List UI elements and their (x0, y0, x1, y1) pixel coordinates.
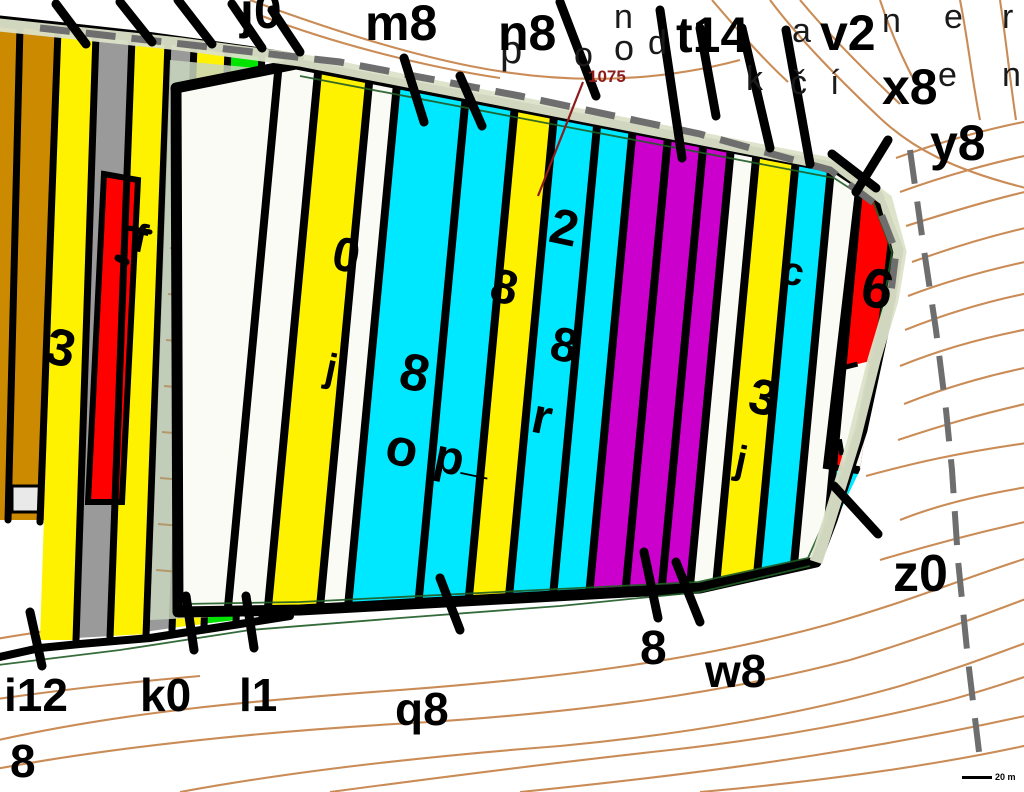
parcel-label-i12: i12 (4, 669, 68, 721)
parcel-label-w8: w8 (705, 645, 767, 697)
parcel-label-edge-8: 8 (10, 735, 36, 787)
parcel-label-q8: q8 (395, 683, 449, 735)
scale-bar: 20 m (962, 772, 1016, 782)
parcel-label-l1: l1 (239, 669, 278, 721)
trail-dashed-path-right (907, 149, 983, 761)
scale-bar-line (962, 776, 992, 780)
parcel-label-t14: t14 (676, 7, 749, 63)
background-label-g-k: k (746, 60, 763, 98)
background-label-g-n2: n (882, 2, 901, 40)
boundary-tick-marks (25, 0, 893, 671)
parcel-label-n8: n8 (498, 5, 557, 61)
background-label-g-e1: e (944, 0, 963, 36)
elevation-annotation: 1075 (588, 67, 626, 86)
background-label-g-a: a (792, 12, 811, 50)
parcel-label-y8: y8 (930, 115, 986, 171)
elevation-leader-line (536, 81, 585, 197)
background-label-g-n3: n (1002, 56, 1021, 94)
parcel-label-w8-8: 8 (640, 622, 667, 675)
parcel-label-v2: v2 (820, 5, 876, 61)
background-label-g-p: p (500, 28, 523, 72)
background-label-g-d: d (648, 24, 667, 62)
parcel-label-z0: z0 (893, 545, 948, 603)
parcel-label-m8: m8 (365, 0, 438, 51)
scale-bar-label: 20 m (995, 772, 1016, 782)
parcel-label-k0: k0 (140, 669, 192, 721)
field-border-strip (0, 18, 907, 564)
background-label-g-o1: o (574, 36, 593, 74)
background-label-g-n: n (614, 0, 633, 36)
background-label-g-iacute: í (830, 64, 840, 102)
background-label-g-r1: r (1002, 0, 1014, 36)
background-label-g-o2: o (614, 27, 635, 68)
trail-dashed-path (39, 24, 900, 301)
background-label-g-ccaron: č (790, 64, 807, 102)
background-label-g-e2: e (938, 56, 957, 94)
parcel-label-x8: x8 (882, 59, 938, 115)
parcel-label-j0: j0 (240, 0, 282, 39)
